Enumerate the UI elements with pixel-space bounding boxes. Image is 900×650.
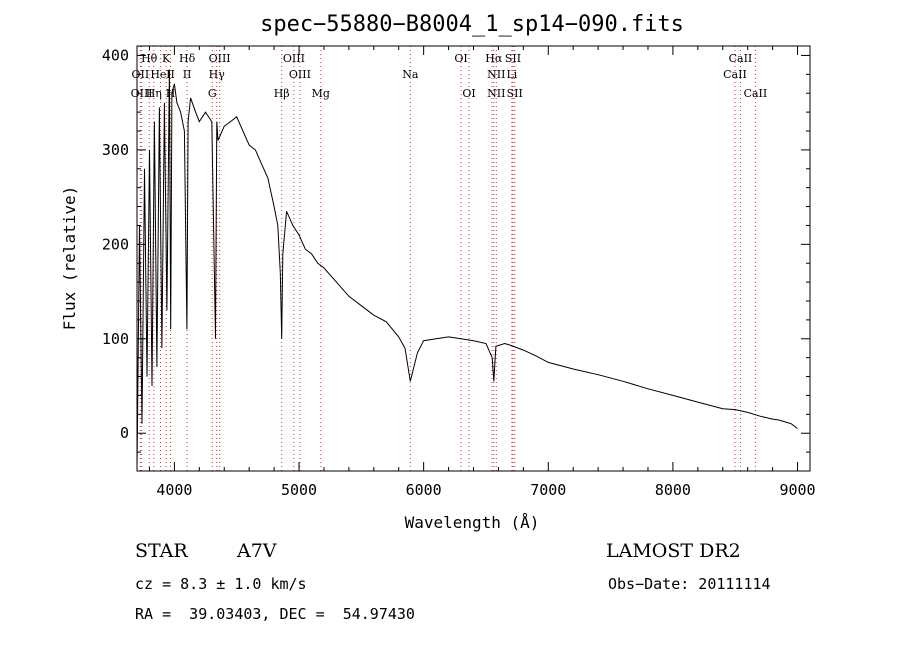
object-type: STAR — [135, 540, 188, 562]
line-label: Mg — [312, 87, 330, 100]
x-tick-label: 9000 — [779, 481, 815, 499]
x-tick-label: 8000 — [655, 481, 691, 499]
line-label: OIII — [283, 52, 305, 65]
x-axis-label: Wavelength (Å) — [405, 513, 540, 532]
y-tick-label: 200 — [102, 235, 129, 253]
coordinates: RA = 39.03403, DEC = 54.97430 — [135, 605, 415, 623]
line-label: Na — [402, 68, 419, 81]
y-tick-label: 100 — [102, 330, 129, 348]
line-label: Hα — [485, 52, 503, 65]
line-label: CaII — [729, 52, 753, 65]
line-label: CaII — [744, 87, 768, 100]
y-axis-label: Flux (relative) — [60, 186, 79, 331]
spectrum-series-line — [136, 69, 798, 472]
line-label: Hγ — [209, 68, 226, 81]
plot-frame — [136, 45, 811, 472]
line-label: OI — [454, 52, 467, 65]
line-label: HeI — [150, 68, 170, 81]
x-tick-label: 5000 — [281, 481, 317, 499]
line-label: Hθ — [141, 52, 158, 65]
line-label: OI — [462, 87, 475, 100]
x-tick-label: 6000 — [406, 481, 442, 499]
y-tick-label: 400 — [102, 46, 129, 64]
line-label: OIII — [209, 52, 231, 65]
line-label: Li — [506, 68, 517, 81]
line-label: K — [162, 52, 171, 65]
line-label: II — [183, 68, 192, 81]
line-label: SII — [507, 87, 523, 100]
line-label: SII — [505, 52, 521, 65]
line-label: II — [166, 68, 175, 81]
line-label: G — [208, 87, 217, 100]
line-label: NII — [487, 68, 505, 81]
survey-name: LAMOST DR2 — [606, 540, 741, 562]
y-tick-label: 300 — [102, 141, 129, 159]
line-label: Hη — [146, 87, 162, 100]
line-markers — [139, 46, 756, 471]
line-label: OIII — [289, 68, 311, 81]
y-tick-label: 0 — [120, 424, 129, 442]
line-label: NII — [487, 87, 505, 100]
redshift-value: cz = 8.3 ± 1.0 km/s — [135, 575, 307, 593]
x-tick-label: 4000 — [156, 481, 192, 499]
line-label: Hδ — [179, 52, 196, 65]
line-label: H — [166, 87, 176, 100]
chart-title: spec−55880−B8004_1_sp14−090.fits — [260, 12, 684, 37]
line-label: Hβ — [274, 87, 290, 100]
line-label: CaII — [723, 68, 747, 81]
spectral-class: A7V — [237, 540, 277, 562]
axis-ticks: 4000 5000 6000 7000 8000 9000 0 100 200 300 400 — [102, 46, 816, 499]
observation-date: Obs−Date: 20111114 — [608, 575, 771, 593]
x-tick-label: 7000 — [530, 481, 566, 499]
line-label: OIII — [131, 87, 153, 100]
